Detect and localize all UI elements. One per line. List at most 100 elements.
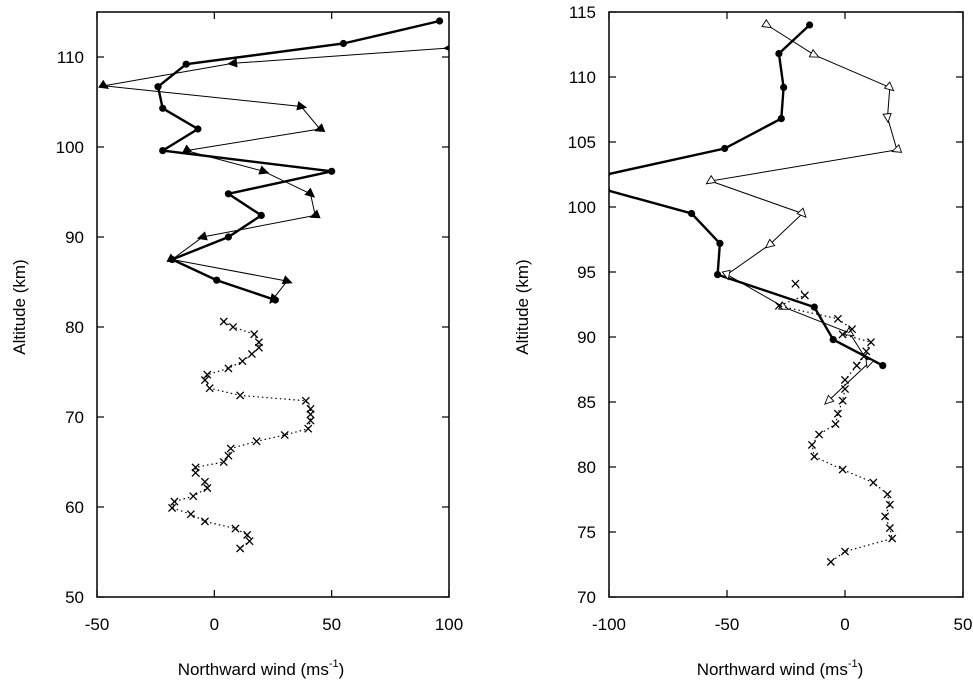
left-point-dot: [224, 190, 233, 198]
left-x-tick-label: 0: [210, 615, 219, 634]
right-y-tick-label: 115: [569, 3, 596, 22]
right-point-x: [885, 500, 894, 509]
right-point-triangle-open: [891, 144, 903, 153]
left-point-x: [280, 430, 289, 440]
left-x-tick-label: 100: [435, 615, 463, 634]
right-point-x: [831, 420, 840, 429]
left-y-tick-label: 100: [56, 138, 84, 157]
left-point-x: [205, 384, 214, 393]
right-point-x: [838, 465, 847, 474]
right-point-triangle-open: [761, 18, 773, 29]
right-x-tick-label: -100: [592, 615, 626, 634]
left-point-x: [229, 322, 238, 332]
left-point-triangle-filled: [98, 79, 110, 90]
left-plot-frame: [96, 11, 450, 598]
left-point-x: [226, 444, 235, 453]
right-point-x: [807, 440, 817, 449]
left-point-x: [200, 517, 210, 526]
right-y-tick-label: 75: [577, 523, 596, 542]
right-x-tick-label: 50: [954, 615, 973, 634]
right-point-dot: [780, 83, 788, 91]
left-wind-profile-panel: Northward wind (ms-1) Altitude (km) -50 0…: [10, 11, 463, 679]
right-point-x: [800, 291, 809, 300]
right-point-dot: [716, 239, 724, 247]
right-point-x: [840, 384, 850, 394]
left-point-dot: [159, 147, 167, 155]
left-point-x: [236, 544, 245, 553]
right-point-x: [840, 375, 850, 384]
right-point-triangle-open: [865, 357, 875, 369]
right-point-x: [833, 409, 842, 418]
left-point-x: [306, 410, 315, 419]
left-point-x: [252, 437, 261, 446]
right-point-x: [814, 430, 824, 439]
right-point-x: [848, 325, 857, 334]
left-point-triangle-filled: [296, 101, 308, 111]
left-point-x: [238, 357, 247, 366]
right-point-triangle-open: [796, 207, 807, 218]
right-point-dot: [713, 271, 722, 279]
right-point-dot: [879, 362, 887, 370]
left-point-triangle-filled: [181, 144, 193, 155]
right-point-dot: [609, 187, 611, 193]
left-point-dot: [328, 167, 336, 175]
right-point-triangle-open: [764, 238, 776, 249]
right-x-axis-label: Northward wind (ms-1): [697, 658, 864, 679]
left-point-triangle-filled: [309, 209, 321, 219]
right-point-x: [774, 301, 783, 310]
right-point-x: [791, 279, 800, 288]
left-point-dot: [159, 104, 167, 112]
left-point-dot: [436, 17, 444, 25]
right-point-triangle-open: [808, 48, 820, 58]
left-point-dot: [339, 39, 347, 48]
right-y-tick-label: 70: [577, 588, 596, 607]
left-point-x: [203, 484, 212, 493]
right-y-tick-label: 90: [577, 328, 596, 347]
left-y-tick-label: 60: [65, 498, 84, 517]
right-y-tick-label: 100: [568, 198, 596, 217]
left-point-x: [224, 451, 233, 460]
left-point-triangle-filled: [258, 165, 270, 175]
left-point-x: [306, 416, 315, 425]
left-point-dot: [194, 125, 202, 133]
right-point-x: [862, 347, 871, 356]
left-y-tick-label: 110: [57, 48, 84, 67]
left-point-x: [170, 497, 179, 506]
right-point-x: [838, 330, 847, 339]
left-y-axis-label: Altitude (km): [10, 259, 29, 354]
right-x-tick-label: 0: [840, 615, 849, 634]
right-point-x: [826, 557, 835, 566]
right-y-tick-label: 80: [577, 458, 596, 477]
right-point-dot: [806, 21, 814, 29]
right-point-x: [840, 547, 850, 556]
right-point-dot: [609, 171, 611, 178]
left-x-tick-label: 50: [322, 615, 341, 634]
left-point-x: [236, 391, 245, 400]
right-point-dot: [810, 303, 818, 311]
right-point-x: [885, 524, 894, 533]
left-point-triangle-filled: [304, 187, 316, 198]
left-point-triangle-filled: [314, 123, 326, 132]
right-point-triangle-open: [824, 394, 835, 405]
right-point-x: [881, 512, 890, 521]
right-y-axis-label: Altitude (km): [513, 259, 532, 354]
right-plot-frame: [608, 11, 964, 598]
left-point-x: [219, 457, 228, 467]
right-point-x: [866, 338, 876, 347]
left-y-tick-label: 90: [65, 228, 84, 247]
right-y-tick-label: 85: [577, 393, 596, 412]
left-point-x: [247, 349, 256, 359]
left-x-tick-label: -50: [85, 615, 110, 634]
left-plot-area: [98, 17, 449, 553]
left-point-triangle-filled: [166, 253, 178, 263]
left-point-triangle-filled: [227, 58, 238, 68]
right-y-tick-label: 105: [568, 133, 596, 152]
left-y-tick-label: 80: [65, 318, 84, 337]
left-x-axis-label: Northward wind (ms-1): [178, 658, 345, 679]
left-point-x: [254, 343, 263, 352]
right-series-line-dot: [609, 24, 884, 367]
left-point-x: [219, 317, 228, 326]
right-point-triangle-open: [721, 269, 731, 281]
left-point-x: [189, 492, 198, 501]
